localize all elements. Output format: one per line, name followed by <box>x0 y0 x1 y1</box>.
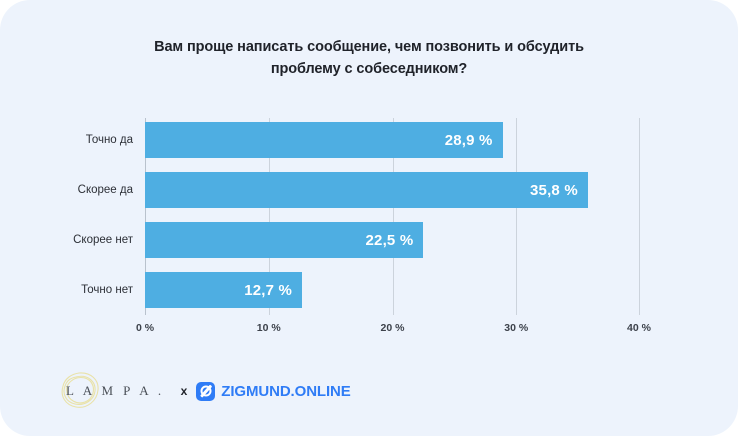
gridline <box>639 118 640 315</box>
category-label: Скорее да <box>77 184 133 196</box>
zigmund-logo-icon <box>196 381 216 401</box>
bar-value-label: 28,9 % <box>444 131 493 149</box>
gridline <box>268 118 270 315</box>
gridline <box>516 118 518 315</box>
cross-separator: x <box>180 384 188 398</box>
x-tick-label: 30 % <box>504 322 529 334</box>
chart-title-line-2: проблему с собеседником? <box>270 61 468 78</box>
chart-title-line-1: Вам проще написать сообщение, чем позвон… <box>154 39 584 55</box>
bar[interactable]: 35,8 % <box>145 172 588 208</box>
gridline <box>392 118 394 315</box>
chart-title: Вам проще написать сообщение, чем позвон… <box>80 36 658 81</box>
x-axis-ticks: 0 % 10 % 20 % 30 % 40 % <box>136 322 651 342</box>
category-label: Скорее нет <box>73 234 133 246</box>
category-axis: Точно да Скорее да Скорее нет Точно нет <box>0 118 133 315</box>
category-label: Точно нет <box>81 284 133 296</box>
x-tick-label: 20 % <box>380 322 405 334</box>
bar[interactable]: 28,9 % <box>145 122 503 158</box>
bar-value-label: 35,8 % <box>529 181 578 199</box>
plot-area: 28,9 % 35,8 % 22,5 % 12,7 % <box>145 118 640 315</box>
bar[interactable]: 22,5 % <box>145 222 424 258</box>
bar-value-label: 22,5 % <box>365 231 414 249</box>
lampa-label: L A M P A . <box>66 383 165 398</box>
bar-value-label: 12,7 % <box>244 281 293 299</box>
bar[interactable]: 12,7 % <box>145 272 303 308</box>
x-tick-label: 10 % <box>256 322 281 334</box>
lampa-logo: L A M P A . <box>60 372 169 408</box>
y-axis-line <box>145 118 146 315</box>
x-tick-label: 0 % <box>135 322 155 334</box>
category-label: Точно да <box>85 134 133 146</box>
footer-branding: L A M P A . x ZIGMUND.ONLINE <box>60 372 351 408</box>
x-tick-label: 40 % <box>627 322 651 334</box>
zigmund-label: ZIGMUND.ONLINE <box>221 382 351 400</box>
